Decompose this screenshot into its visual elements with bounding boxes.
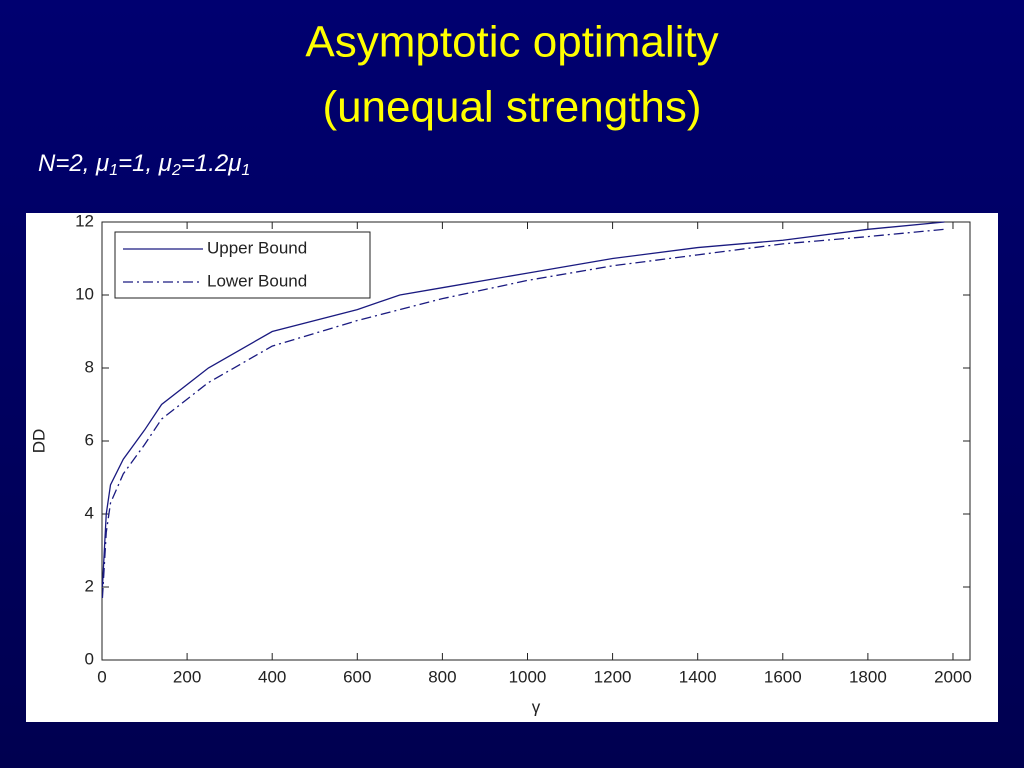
subtitle-text: =1, μ	[118, 150, 172, 177]
y-tick-label: 8	[85, 357, 94, 376]
y-tick-label: 0	[85, 649, 94, 668]
y-tick-label: 2	[85, 576, 94, 595]
y-tick-label: 4	[85, 503, 94, 522]
x-tick-label: 1000	[509, 667, 547, 686]
x-axis-label: γ	[532, 697, 541, 716]
slide-title: Asymptotic optimality	[305, 18, 718, 67]
y-tick-label: 6	[85, 430, 94, 449]
y-tick-label: 10	[75, 284, 94, 303]
subtitle: N=2, μ1=1, μ2=1.2μ1	[38, 150, 250, 179]
x-tick-label: 200	[173, 667, 201, 686]
x-tick-label: 1200	[594, 667, 632, 686]
x-tick-label: 1400	[679, 667, 717, 686]
legend-label: Lower Bound	[207, 271, 307, 290]
y-axis-label: DD	[29, 429, 48, 454]
x-tick-label: 600	[343, 667, 371, 686]
subscript: 1	[109, 162, 118, 179]
subtitle-text: =1.2μ	[181, 150, 242, 177]
x-tick-label: 2000	[934, 667, 972, 686]
subscript: 1	[241, 162, 250, 179]
slide-title: (unequal strengths)	[322, 83, 701, 132]
subscript: 2	[171, 162, 181, 179]
line	[101, 221, 945, 588]
x-tick-label: 1600	[764, 667, 802, 686]
y-tick-label: 12	[75, 211, 94, 230]
x-tick-label: 0	[97, 667, 106, 686]
x-tick-label: 400	[258, 667, 286, 686]
x-tick-label: 1800	[849, 667, 887, 686]
subtitle-text: N=2, μ	[38, 150, 109, 177]
line	[101, 228, 945, 598]
legend-label: Upper Bound	[207, 238, 307, 257]
x-tick-label: 800	[428, 667, 456, 686]
legend-box	[114, 231, 371, 299]
